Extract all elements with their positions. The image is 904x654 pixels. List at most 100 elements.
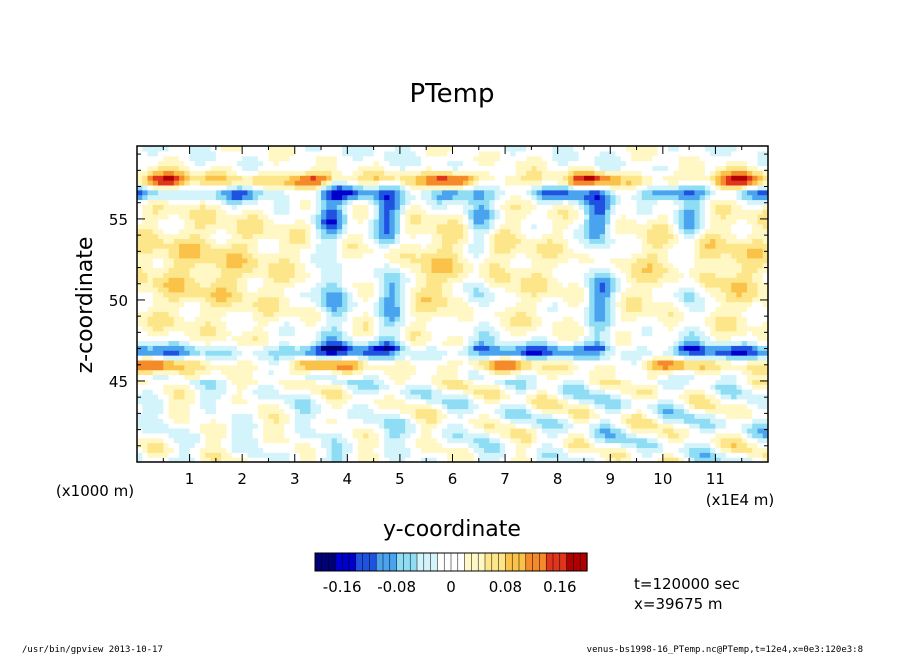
heat-cell <box>457 427 464 434</box>
heat-cell <box>683 301 690 308</box>
heat-cell <box>305 398 312 405</box>
heat-cell <box>158 291 164 298</box>
heat-cell <box>473 398 480 405</box>
heat-cell <box>420 437 427 444</box>
heat-cell <box>415 437 422 444</box>
heat-cell <box>499 267 506 273</box>
heat-cell <box>284 437 291 444</box>
heat-cell <box>678 296 685 303</box>
heat-cell <box>352 403 359 410</box>
heat-cell <box>452 437 459 444</box>
heat-cell <box>194 374 201 380</box>
heat-cell <box>215 403 222 410</box>
heat-cell <box>378 432 385 439</box>
heat-cell <box>641 272 648 278</box>
heat-cell <box>378 437 385 444</box>
heat-cell <box>342 257 348 264</box>
heat-cell <box>268 272 275 278</box>
heat-cell <box>336 442 343 449</box>
heat-cell <box>405 384 412 390</box>
heat-cell <box>499 272 506 278</box>
heat-cell <box>678 384 685 390</box>
heat-cell <box>373 272 380 278</box>
heat-cell <box>278 364 285 371</box>
heat-cell <box>384 379 390 385</box>
heat-cell <box>263 286 270 293</box>
heat-cell <box>762 413 768 419</box>
heat-cell <box>468 257 475 264</box>
heat-cell <box>515 272 522 278</box>
heat-cell <box>242 340 249 346</box>
heat-cell <box>352 364 359 371</box>
heat-cell <box>746 452 753 458</box>
heat-cell <box>715 350 722 356</box>
heat-cell <box>200 452 206 458</box>
heat-cell <box>578 277 585 283</box>
heat-cell <box>626 306 632 312</box>
heat-cell <box>399 432 406 439</box>
heat-cell <box>552 374 559 380</box>
heat-cell <box>426 437 433 444</box>
heat-cell <box>221 350 227 356</box>
heat-cell <box>647 403 653 410</box>
heat-cell <box>363 423 369 429</box>
heat-cell <box>289 355 296 361</box>
heat-cell <box>252 389 259 395</box>
heat-cell <box>357 340 364 346</box>
heat-cell <box>410 432 417 439</box>
heat-cell <box>531 262 538 269</box>
heat-cell <box>715 389 722 395</box>
heat-cell <box>352 393 359 400</box>
heat-cell <box>210 384 217 390</box>
heat-cell <box>331 355 338 361</box>
heat-cell <box>368 413 375 419</box>
heat-cell <box>463 398 469 405</box>
heat-cell <box>363 398 369 405</box>
heat-cell <box>657 330 664 337</box>
heat-cell <box>152 427 159 434</box>
heat-cell <box>463 379 469 385</box>
heat-cell <box>410 447 417 453</box>
heat-cell <box>610 316 617 322</box>
heat-cell <box>163 393 170 400</box>
heat-cell <box>673 272 680 278</box>
heat-cell <box>389 442 396 449</box>
heat-cell <box>599 345 606 351</box>
heat-cell <box>510 447 517 453</box>
heat-cell <box>547 369 554 376</box>
heat-cell <box>300 311 306 317</box>
heat-cell <box>221 389 227 395</box>
heat-cell <box>273 398 280 405</box>
heat-cell <box>647 321 653 327</box>
heat-cell <box>484 447 490 453</box>
heat-cell <box>368 398 375 405</box>
heat-cell <box>405 301 412 308</box>
heat-cell <box>389 403 396 410</box>
heat-cell <box>231 286 238 293</box>
heat-cell <box>599 457 606 462</box>
heat-cell <box>363 345 369 351</box>
heat-cell <box>189 277 196 283</box>
heat-cell <box>194 432 201 439</box>
heat-cell <box>626 345 632 351</box>
heat-cell <box>173 447 180 453</box>
heat-cell <box>415 335 422 342</box>
heat-cell <box>694 442 701 449</box>
heat-cell <box>678 374 685 380</box>
heat-cell <box>342 393 348 400</box>
heat-cell <box>662 408 669 414</box>
heat-cell <box>441 286 448 293</box>
heat-cell <box>452 452 459 458</box>
heat-cell <box>647 398 653 405</box>
heat-cell <box>263 403 270 410</box>
heat-cell <box>457 335 464 342</box>
heat-cell <box>384 359 390 366</box>
heat-cell <box>294 408 301 414</box>
heat-cell <box>152 291 159 298</box>
heat-cell <box>468 340 475 346</box>
heat-cell <box>736 330 743 337</box>
heat-cell <box>647 277 653 283</box>
heat-cell <box>604 389 611 395</box>
heat-cell <box>205 447 212 453</box>
heat-cell <box>573 457 580 462</box>
